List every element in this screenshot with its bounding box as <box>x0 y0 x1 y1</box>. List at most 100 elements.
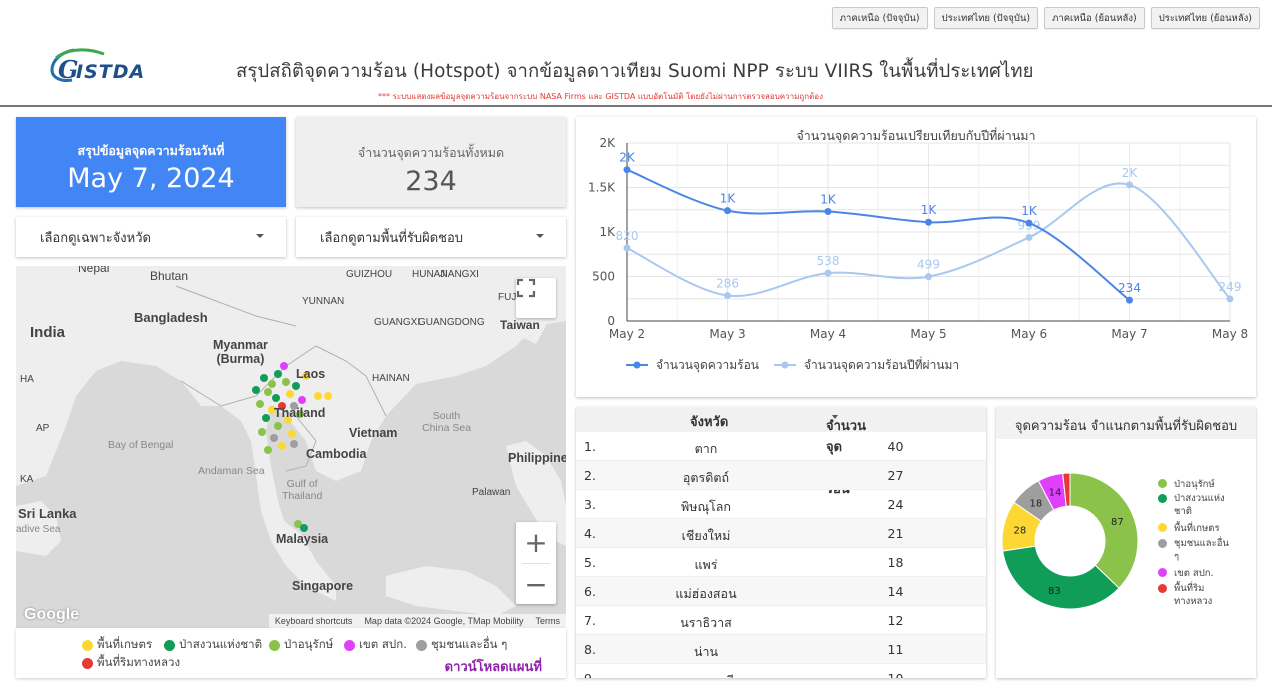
area-filter-label: เลือกดูตามพื้นที่รับผิดชอบ <box>320 230 464 246</box>
data-point <box>1126 296 1133 304</box>
row-province: กาญจนบุรี <box>666 671 746 678</box>
slice-value-label: 14 <box>1049 488 1062 499</box>
date-kpi-value: May 7, 2024 <box>67 163 235 194</box>
donut-slice[interactable] <box>1069 472 1139 589</box>
zoom-out-button[interactable]: − <box>524 568 548 601</box>
legend-dot-icon <box>1158 568 1167 577</box>
chevron-down-icon <box>536 234 544 238</box>
data-label: 1K <box>720 192 737 206</box>
map-label-guizhou: GUIZHOU <box>346 269 393 280</box>
data-point <box>925 273 932 281</box>
donut-title: จุดความร้อน จำแนกตามพื้นที่รับผิดชอบ <box>996 407 1256 439</box>
map-label-yunnan: YUNNAN <box>302 296 345 307</box>
svg-text:ISTDA: ISTDA <box>76 61 145 83</box>
row-index: 6. <box>584 584 596 599</box>
data-point <box>1025 233 1033 241</box>
row-count: 21 <box>887 526 904 541</box>
data-point <box>724 292 731 300</box>
donut-legend-item: พื้นที่ริม ทางหลวง <box>1158 582 1212 608</box>
table-row[interactable]: 2. อุตรดิตถ์ 27 <box>576 461 986 490</box>
total-kpi-label: จำนวนจุดความร้อนทั้งหมด <box>357 145 505 160</box>
header-divider <box>0 105 1272 107</box>
line-chart-svg: 0 500 1K 1.5K 2K May 2 May 3 May 4 May 5 May 6 May… <box>588 136 1248 373</box>
table-row[interactable]: 5. แพร่ 18 <box>576 548 986 577</box>
map-label-ka: KA <box>20 474 34 485</box>
row-count: 18 <box>887 555 904 570</box>
legend-marker <box>781 361 789 369</box>
legend-dot-icon <box>1158 523 1167 532</box>
table-row[interactable]: 6. แม่ฮ่องสอน 14 <box>576 577 986 606</box>
table-row[interactable]: 8. น่าน 11 <box>576 635 986 664</box>
legend-dot-icon <box>82 657 93 669</box>
legend-item: ป่าอนุรักษ์ <box>269 636 333 654</box>
map-label-ap: AP <box>36 423 50 434</box>
nav-thailand-current-button[interactable]: ประเทศไทย (ปัจจุบัน) <box>933 7 1039 29</box>
province-column-header[interactable]: จังหวัด <box>690 415 729 430</box>
legend-dot-icon <box>416 639 427 651</box>
row-province: พิษณุโลก <box>680 499 732 514</box>
fullscreen-button[interactable] <box>516 278 556 318</box>
row-index: 2. <box>584 468 596 483</box>
row-index: 3. <box>584 497 596 512</box>
terms-link[interactable]: Terms <box>535 616 561 626</box>
legend-item: พื้นที่เกษตร <box>82 636 152 654</box>
nav-north-history-button[interactable]: ภาคเหนือ (ย้อนหลัง) <box>1044 7 1145 29</box>
keyboard-shortcuts-link[interactable]: Keyboard shortcuts <box>274 616 353 626</box>
slice-value-label: 18 <box>1029 498 1042 509</box>
data-point <box>724 207 731 215</box>
y-tick-label: 500 <box>592 270 615 284</box>
legend-dot-icon <box>1158 584 1167 593</box>
table-row[interactable]: 7. นราธิวาส 12 <box>576 606 986 635</box>
province-filter-label: เลือกดูเฉพาะจังหวัด <box>40 230 151 246</box>
legend-item: ชุมชนและอื่น ๆ <box>416 636 507 654</box>
data-label: 286 <box>716 277 739 291</box>
nav-thailand-history-button[interactable]: ประเทศไทย (ย้อนหลัง) <box>1150 7 1260 29</box>
map-land-svg <box>16 266 566 616</box>
donut-slice[interactable] <box>1002 545 1120 610</box>
map-label-jiangxi: JIANGXI <box>440 269 479 280</box>
row-count: 27 <box>887 468 904 483</box>
legend-item: เขต สปก. <box>344 636 407 654</box>
province-filter-dropdown[interactable]: เลือกดูเฉพาะจังหวัด <box>16 217 286 257</box>
x-tick-label: May 3 <box>709 327 745 341</box>
area-filter-dropdown[interactable]: เลือกดูตามพื้นที่รับผิดชอบ <box>296 217 566 257</box>
sort-desc-icon <box>832 415 838 419</box>
x-tick-label: May 6 <box>1011 327 1047 341</box>
map-label-thailand: Thailand <box>274 406 326 420</box>
donut-slice[interactable] <box>1062 472 1071 507</box>
data-point <box>623 244 631 252</box>
zoom-in-button[interactable]: + <box>524 526 548 559</box>
chevron-down-icon <box>256 234 264 238</box>
table-row[interactable]: 9. กาญจนบุรี 10 <box>576 664 986 678</box>
map-label-bhutan: Bhutan <box>150 269 189 283</box>
y-tick-label: 2K <box>599 136 616 150</box>
map-label-ha: HA <box>20 374 34 385</box>
table-row[interactable]: 3. พิษณุโลก 24 <box>576 490 986 519</box>
row-index: 8. <box>584 642 596 657</box>
zoom-divider <box>522 563 550 564</box>
table-row[interactable]: 1. ตาก 40 <box>576 432 986 461</box>
row-index: 4. <box>584 526 596 541</box>
row-count: 24 <box>887 497 904 512</box>
data-point <box>1025 219 1033 227</box>
y-tick-label: 0 <box>607 314 615 328</box>
row-province: อุตรดิตถ์ <box>682 470 730 485</box>
row-count: 14 <box>887 584 904 599</box>
nav-north-current-button[interactable]: ภาคเหนือ (ปัจจุบัน) <box>831 7 928 29</box>
gistda-logo: G ISTDA <box>48 44 168 88</box>
data-point <box>925 218 932 226</box>
row-province: นราธิวาส <box>680 615 732 630</box>
map-label-hainan: HAINAN <box>372 373 410 384</box>
donut-legend-item: ป่าอนุรักษ์ <box>1158 477 1215 492</box>
legend-item: ป่าสงวนแห่งชาติ <box>164 636 262 654</box>
y-tick-label: 1K <box>599 225 616 239</box>
data-point <box>824 269 832 277</box>
map-attribution: Keyboard shortcuts Map data ©2024 Google… <box>268 614 566 628</box>
data-label: 234 <box>1118 281 1141 295</box>
hotspot-map[interactable]: Nepal Bhutan GUIZHOU HUNAN JIANGXI FUJIA… <box>16 266 566 628</box>
download-map-link[interactable]: ดาวน์โหลดแผนที่ <box>444 660 542 675</box>
donut-legend-item: เขต สปก. <box>1158 566 1214 581</box>
table-row[interactable]: 4. เชียงใหม่ 21 <box>576 519 986 548</box>
x-tick-label: May 4 <box>810 327 846 341</box>
svg-text:G: G <box>58 55 79 84</box>
